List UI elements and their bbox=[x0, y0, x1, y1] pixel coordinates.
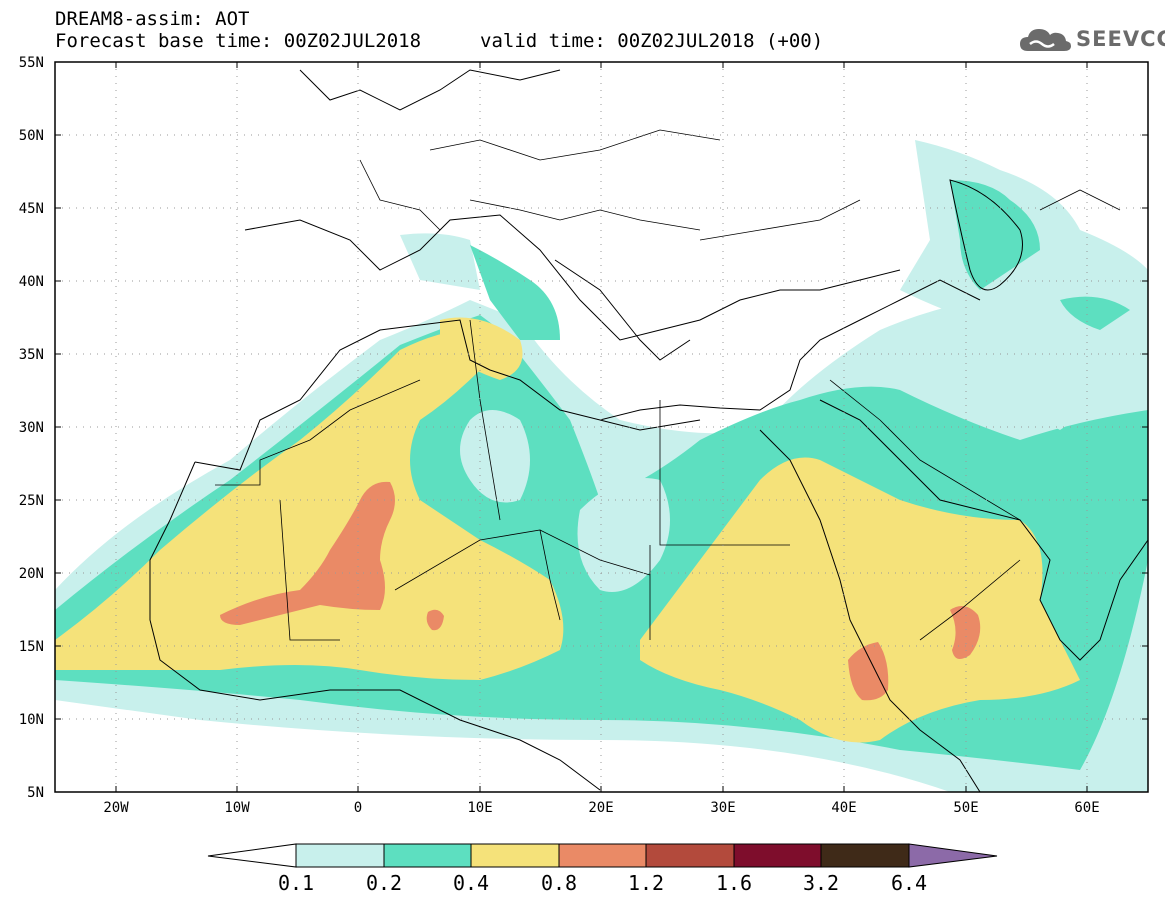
lat-label: 20N bbox=[19, 566, 44, 582]
lat-label: 15N bbox=[19, 639, 44, 655]
country-borders bbox=[215, 129, 1121, 641]
colorbar-label: 0.1 bbox=[278, 871, 314, 895]
lat-label: 5N bbox=[27, 785, 44, 801]
lon-label: 50E bbox=[953, 800, 978, 816]
axis-ticks bbox=[55, 62, 1148, 793]
base-time: Forecast base time: 00Z02JUL2018 bbox=[55, 30, 422, 52]
lon-label: 0 bbox=[354, 800, 362, 816]
lat-label: 45N bbox=[19, 201, 44, 217]
lat-label: 40N bbox=[19, 274, 44, 290]
colorbar-label: 0.8 bbox=[541, 871, 577, 895]
lat-label: 30N bbox=[19, 420, 44, 436]
lon-label: 10W bbox=[224, 800, 250, 816]
colorbar-swatch bbox=[470, 843, 560, 868]
colorbar-labels: 0.1 0.2 0.4 0.8 1.2 1.6 3.2 6.4 bbox=[278, 871, 927, 895]
colorbar-label: 6.4 bbox=[891, 871, 927, 895]
lat-label: 55N bbox=[19, 55, 44, 71]
lon-label: 30E bbox=[710, 800, 735, 816]
lat-label: 50N bbox=[19, 128, 44, 144]
colorbar-swatch bbox=[558, 843, 647, 868]
colorbar-label: 1.6 bbox=[716, 871, 752, 895]
time-info: Forecast base time: 00Z02JUL2018 valid ti… bbox=[55, 30, 823, 52]
cloud-icon bbox=[1020, 29, 1071, 51]
lon-label: 10E bbox=[467, 800, 492, 816]
logo-text: SEEVCCC bbox=[1076, 27, 1165, 51]
colorbar-swatch bbox=[820, 843, 910, 868]
lat-label: 25N bbox=[19, 493, 44, 509]
colorbar-swatch bbox=[295, 843, 385, 868]
seevccc-logo: SEEVCCC bbox=[1018, 22, 1165, 56]
colorbar-label: 0.2 bbox=[366, 871, 402, 895]
coastlines bbox=[149, 69, 1148, 792]
chart-title: DREAM8-assim: AOT bbox=[55, 8, 250, 30]
colorbar-swatch bbox=[733, 843, 822, 868]
lon-label: 20E bbox=[588, 800, 613, 816]
lat-label: 35N bbox=[19, 347, 44, 363]
aot-band-0.4 bbox=[55, 317, 1080, 743]
lon-labels: 20W 10W 0 10E 20E 30E 40E 50E 60E bbox=[103, 800, 1099, 816]
lon-label: 20W bbox=[103, 800, 129, 816]
colorbar-label: 3.2 bbox=[803, 871, 839, 895]
aot-low-pockets bbox=[460, 360, 1090, 592]
colorbar bbox=[207, 843, 998, 868]
colorbar-swatch bbox=[383, 843, 472, 868]
colorbar-under-arrow bbox=[207, 843, 297, 868]
colorbar-label: 1.2 bbox=[628, 871, 664, 895]
valid-time: valid time: 00Z02JUL2018 (+00) bbox=[480, 30, 824, 52]
colorbar-over-arrow bbox=[908, 843, 998, 868]
colorbar-label: 0.4 bbox=[453, 871, 489, 895]
lat-labels: 5N 10N 15N 20N 25N 30N 35N 40N 45N 50N 5… bbox=[19, 55, 44, 801]
lon-label: 60E bbox=[1074, 800, 1099, 816]
gridlines bbox=[55, 62, 1148, 792]
colorbar-swatch bbox=[645, 843, 735, 868]
lon-label: 40E bbox=[831, 800, 856, 816]
aot-field bbox=[55, 62, 1148, 792]
lat-label: 10N bbox=[19, 712, 44, 728]
